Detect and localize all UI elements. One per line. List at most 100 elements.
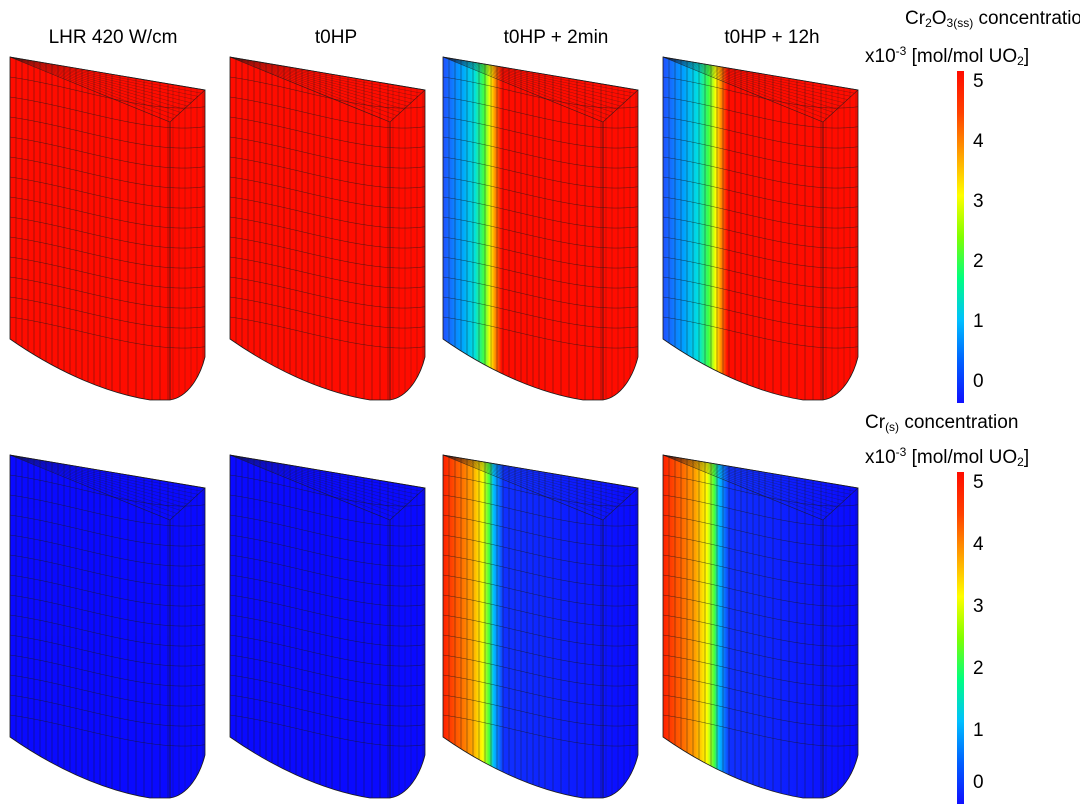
mesh-line-horizontal — [230, 156, 425, 189]
panel-bottom-t0hp-2min — [442, 454, 643, 805]
mesh-line-horizontal — [230, 96, 425, 129]
mesh-top-line — [662, 56, 834, 113]
mesh-line-horizontal — [10, 674, 205, 707]
mesh-top-line — [229, 454, 412, 501]
mesh-line-horizontal — [230, 674, 425, 707]
mesh-top-line — [442, 56, 635, 94]
mesh-line-horizontal — [443, 276, 638, 309]
mesh-line-horizontal — [443, 236, 638, 269]
colorbar-bottom-title-line2: x10-3 [mol/mol UO2] — [865, 445, 1030, 469]
mesh-line-horizontal — [230, 136, 425, 169]
mesh-line-horizontal — [10, 634, 205, 667]
mesh-line-horizontal — [663, 316, 858, 349]
mesh-plot — [442, 56, 639, 401]
mesh-line-horizontal — [443, 116, 638, 149]
colorbar-top-title-line1: Cr2O3(ss) concentration — [905, 8, 1080, 30]
column-title-t0hp-12h: t0HP + 12h — [724, 27, 820, 48]
mesh-line-horizontal — [663, 634, 858, 667]
mesh-line-horizontal — [663, 694, 858, 727]
colorbar-tick: 3 — [973, 191, 984, 212]
mesh-top-line — [442, 454, 607, 517]
mesh-line-horizontal — [663, 156, 858, 189]
mesh-line-horizontal — [10, 614, 205, 647]
mesh-line-horizontal — [663, 654, 858, 687]
mesh-top-line — [229, 454, 419, 495]
mesh-body — [663, 455, 858, 798]
colorbar-tick: 3 — [973, 596, 984, 617]
mesh-line-horizontal — [10, 514, 205, 547]
mesh-line-horizontal — [230, 116, 425, 149]
panel-top-t0hp-2min — [442, 56, 643, 407]
mesh-top-line — [229, 56, 412, 103]
mesh-top-line — [9, 454, 192, 501]
mesh-line-horizontal — [443, 654, 638, 687]
mesh-top-line — [662, 56, 841, 107]
panel-top-t0hp-12h — [662, 56, 863, 407]
mesh-top-line — [9, 56, 178, 116]
mesh-line-horizontal — [443, 594, 638, 627]
mesh-plot — [229, 454, 426, 799]
mesh-top-line — [229, 56, 419, 97]
mesh-line-horizontal — [10, 216, 205, 249]
mesh-line-horizontal — [443, 574, 638, 607]
mesh-top-line — [229, 56, 415, 100]
mesh-line-horizontal — [230, 494, 425, 527]
colorbar-top-gradient — [957, 71, 964, 403]
mesh-line-horizontal — [230, 694, 425, 727]
mesh-top-line — [229, 56, 394, 119]
mesh-top-line — [9, 56, 188, 107]
mesh-line-horizontal — [10, 236, 205, 269]
mesh-top-line — [9, 454, 185, 508]
mesh-line-horizontal — [10, 654, 205, 687]
mesh-top-line — [662, 454, 852, 495]
mesh-top-line — [662, 454, 845, 501]
mesh-top-line — [662, 56, 848, 100]
mesh-line-horizontal — [230, 654, 425, 687]
mesh-line-horizontal — [443, 156, 638, 189]
mesh-line-horizontal — [443, 514, 638, 547]
mesh-top-line — [662, 454, 831, 514]
mesh-top-line — [662, 56, 852, 97]
mesh-top-line — [229, 454, 401, 511]
mesh-line-horizontal — [10, 256, 205, 289]
mesh-line-horizontal — [663, 216, 858, 249]
colorbar-tick: 5 — [973, 71, 984, 92]
mesh-top-line — [442, 56, 607, 119]
colorbar-tick: 2 — [973, 658, 984, 679]
mesh-line-horizontal — [663, 236, 858, 269]
mesh-top-line — [662, 454, 834, 511]
mesh-line-horizontal — [443, 316, 638, 349]
mesh-line-horizontal — [230, 316, 425, 349]
mesh-top-line — [9, 454, 199, 495]
mesh-line-horizontal — [663, 554, 858, 587]
mesh-top-line — [9, 454, 195, 498]
mesh-top-line — [229, 56, 405, 110]
mesh-line-horizontal — [443, 196, 638, 229]
mesh-top-line — [662, 454, 838, 508]
mesh-line-horizontal — [10, 136, 205, 169]
mesh-line-horizontal — [663, 614, 858, 647]
mesh-line-horizontal — [230, 276, 425, 309]
mesh-line-horizontal — [443, 256, 638, 289]
panel-top-lhr — [9, 56, 210, 407]
mesh-line-horizontal — [10, 116, 205, 149]
mesh-line-horizontal — [443, 494, 638, 527]
mesh-line-horizontal — [230, 714, 425, 747]
mesh-line-horizontal — [230, 554, 425, 587]
mesh-top-line — [229, 56, 408, 107]
mesh-line-horizontal — [443, 176, 638, 209]
mesh-line-horizontal — [663, 256, 858, 289]
mesh-line-horizontal — [443, 674, 638, 707]
mesh-top-line — [442, 454, 621, 505]
mesh-body — [230, 57, 425, 400]
colorbar-tick: 0 — [973, 772, 984, 793]
panel-top-t0hp — [229, 56, 430, 407]
mesh-top-line — [662, 454, 855, 492]
mesh-line-horizontal — [443, 694, 638, 727]
mesh-line-horizontal — [10, 594, 205, 627]
mesh-line-horizontal — [443, 714, 638, 747]
mesh-top-line — [229, 454, 394, 517]
mesh-outline — [9, 454, 206, 799]
mesh-line-horizontal — [230, 236, 425, 269]
mesh-outline — [9, 56, 206, 401]
